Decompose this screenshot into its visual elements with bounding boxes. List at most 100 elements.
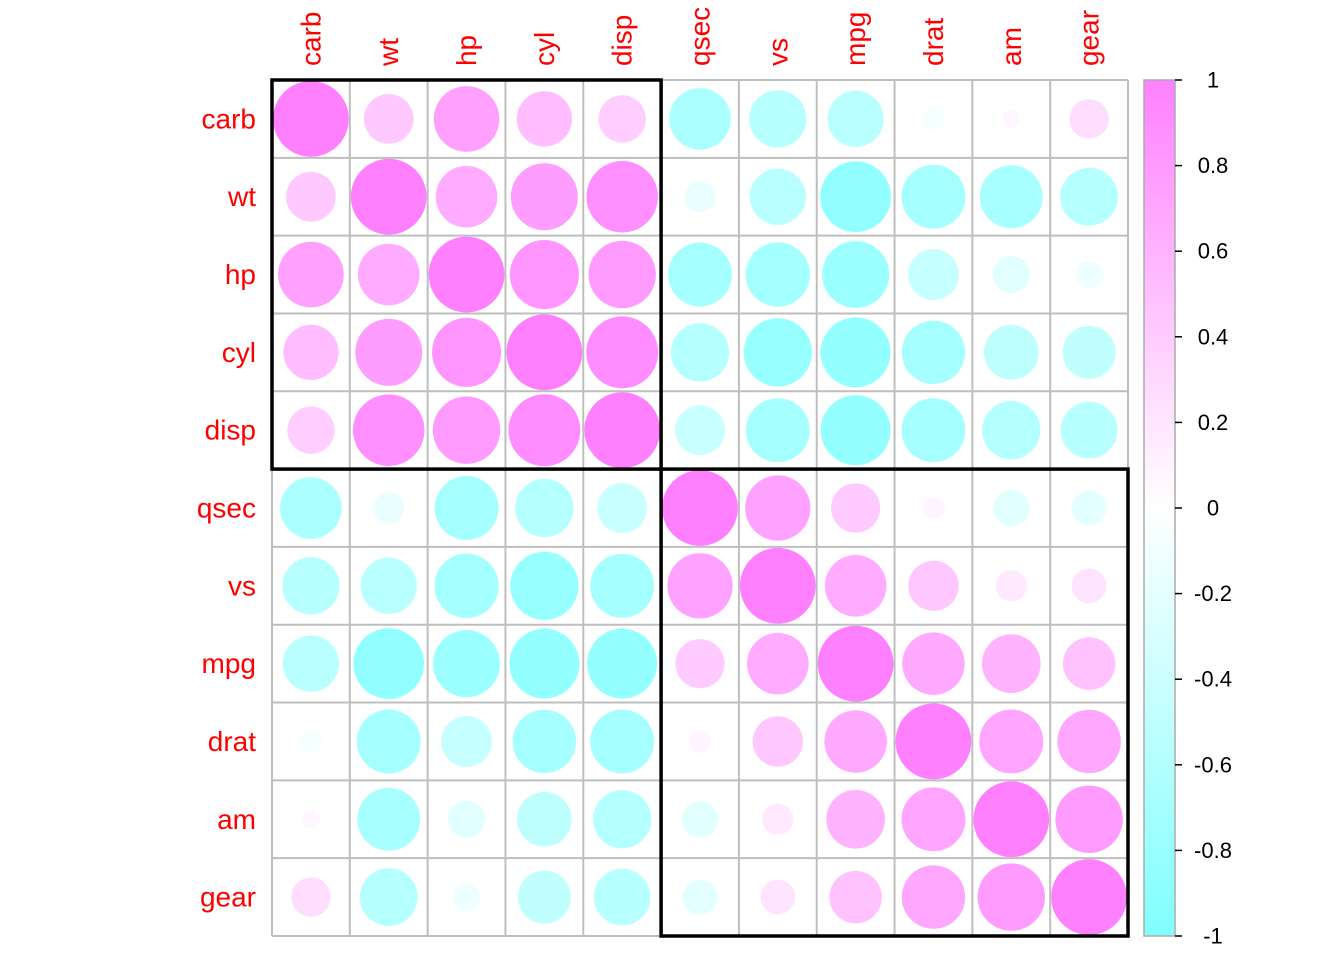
row-label-qsec: qsec: [197, 493, 256, 524]
corr-circle-drat-qsec: [688, 730, 712, 753]
corr-circle-qsec-disp: [597, 483, 648, 533]
cluster-rectangles: [270, 78, 1130, 938]
corr-circle-wt-gear: [1060, 167, 1118, 226]
corr-circle-disp-carb: [287, 406, 335, 454]
corr-circle-cyl-hp: [432, 317, 502, 387]
corr-circle-cyl-mpg: [820, 317, 891, 388]
corr-circle-am-mpg: [826, 789, 885, 849]
corr-circle-wt-qsec: [684, 181, 716, 213]
corr-circle-vs-carb: [282, 557, 340, 615]
corr-circle-wt-wt: [350, 158, 427, 235]
row-label-drat: drat: [208, 726, 256, 757]
corr-circle-carb-vs: [749, 90, 807, 148]
row-label-carb: carb: [202, 103, 256, 134]
corr-circle-am-wt: [357, 787, 421, 851]
corr-circle-hp-gear: [1075, 260, 1103, 289]
row-label-am: am: [217, 804, 256, 835]
correlation-circles: [272, 80, 1128, 936]
corr-circle-mpg-hp: [433, 630, 501, 698]
corr-circle-vs-am: [995, 570, 1027, 602]
colorbar-tick-label: -1: [1203, 924, 1223, 949]
corr-circle-gear-vs: [760, 879, 796, 915]
corr-circle-disp-mpg: [820, 395, 891, 466]
colorbar-tick-label: -0.2: [1194, 581, 1232, 606]
corr-circle-carb-carb: [272, 80, 349, 157]
colorbar-tick-label: 0.2: [1198, 410, 1229, 435]
corr-circle-vs-wt: [360, 557, 417, 614]
corr-circle-qsec-qsec: [662, 470, 738, 546]
corr-circle-hp-wt: [357, 243, 420, 306]
colorbar-gradient: [1143, 79, 1176, 937]
colorbar-tick-label: -0.6: [1194, 752, 1232, 777]
corr-circle-hp-vs: [745, 242, 810, 307]
corr-circle-disp-disp: [584, 392, 661, 469]
corr-circle-disp-hp: [432, 396, 501, 464]
corr-circle-disp-wt: [352, 394, 425, 466]
column-label-carb: carb: [295, 12, 326, 66]
corr-circle-wt-am: [979, 165, 1043, 229]
corr-circle-am-disp: [593, 790, 652, 849]
corr-circle-gear-hp: [452, 883, 481, 911]
corr-circle-hp-mpg: [822, 241, 890, 309]
colorbar-tick-label: 0.6: [1198, 239, 1229, 264]
row-label-gear: gear: [200, 882, 256, 913]
corr-circle-cyl-cyl: [506, 314, 583, 391]
corr-circle-disp-gear: [1060, 401, 1118, 459]
corr-circle-gear-cyl: [517, 870, 571, 924]
corr-circle-drat-hp: [441, 716, 492, 767]
corr-circle-am-hp: [447, 800, 486, 838]
corr-circle-qsec-gear: [1071, 490, 1107, 526]
corr-circle-cyl-am: [983, 325, 1039, 380]
corr-circle-cyl-drat: [901, 320, 966, 385]
row-label-hp: hp: [225, 259, 256, 290]
corr-circle-disp-drat: [901, 398, 966, 463]
corr-circle-vs-mpg: [824, 555, 887, 617]
corr-circle-am-qsec: [681, 801, 719, 838]
corr-circle-vs-hp: [434, 553, 499, 618]
corr-circle-mpg-qsec: [675, 639, 725, 689]
corr-circle-drat-mpg: [824, 710, 887, 773]
corr-circle-gear-disp: [593, 868, 651, 926]
corr-circle-carb-hp: [433, 86, 500, 152]
corr-circle-hp-am: [992, 255, 1030, 294]
corr-circle-vs-disp: [590, 553, 655, 618]
corr-circle-cyl-vs: [743, 318, 812, 387]
colorbar-tick-label: 1: [1207, 68, 1219, 93]
colorbar-tick-label: -0.8: [1194, 838, 1232, 863]
corr-circle-qsec-mpg: [831, 483, 881, 533]
corr-circle-mpg-mpg: [817, 625, 894, 702]
column-label-drat: drat: [918, 18, 949, 66]
column-label-qsec: qsec: [685, 7, 716, 66]
corr-circle-am-gear: [1055, 785, 1123, 853]
corr-circle-hp-disp: [588, 240, 656, 309]
corr-circle-wt-drat: [901, 164, 966, 229]
corr-circle-mpg-carb: [282, 635, 340, 692]
corr-circle-am-am: [973, 781, 1050, 858]
color-legend: 1 0.8 0.6 0.4 0.2 0 -0.2 -0.4 -0.6 -0.8 -1: [1143, 68, 1232, 949]
corr-circle-carb-drat: [922, 107, 945, 131]
corr-circle-wt-cyl: [510, 163, 578, 231]
corr-circle-cyl-qsec: [670, 323, 730, 382]
corr-circle-wt-vs: [749, 168, 806, 225]
corr-circle-drat-vs: [752, 716, 803, 767]
colorbar-tick-label: 0: [1207, 496, 1219, 521]
corr-circle-gear-am: [977, 863, 1045, 931]
column-label-vs: vs: [762, 38, 793, 66]
corr-circle-gear-qsec: [682, 879, 718, 915]
corr-circle-carb-wt: [363, 94, 414, 144]
corr-circle-carb-am: [1001, 109, 1021, 129]
corr-circle-am-vs: [762, 803, 794, 835]
corr-circle-carb-qsec: [669, 88, 731, 150]
corr-circle-cyl-gear: [1062, 325, 1116, 379]
corr-circle-disp-vs: [745, 398, 810, 463]
corr-circle-hp-carb: [278, 241, 344, 308]
column-label-gear: gear: [1074, 10, 1105, 66]
corr-circle-gear-mpg: [829, 870, 882, 924]
column-label-wt: wt: [373, 38, 404, 67]
column-label-cyl: cyl: [529, 32, 560, 66]
row-label-wt: wt: [227, 181, 256, 212]
corr-circle-carb-disp: [598, 95, 646, 143]
colorbar-tick-label: 0.8: [1198, 153, 1229, 178]
colorbar-tick-label: -0.4: [1194, 667, 1232, 692]
row-label-cyl: cyl: [222, 337, 256, 368]
